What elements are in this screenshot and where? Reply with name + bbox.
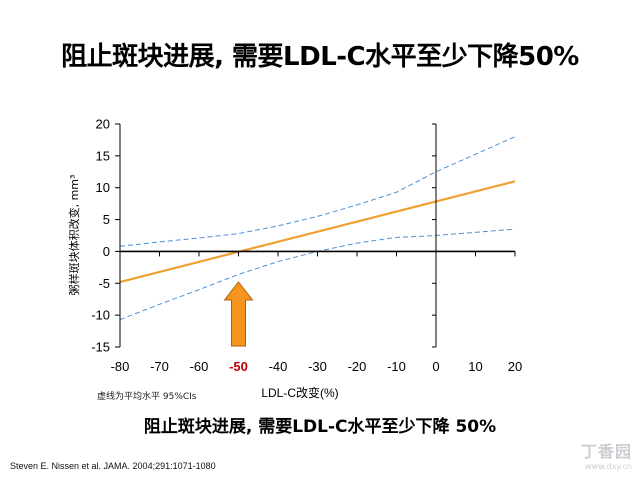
ci-lines xyxy=(119,136,516,321)
highlight-arrow xyxy=(223,281,254,347)
watermark-logo: 丁香园 www.dxy.cn xyxy=(581,438,632,471)
x-tick-label: -60 xyxy=(190,359,209,374)
x-axis-label: LDL-C改变(%) xyxy=(261,385,338,400)
x-tick-label: 20 xyxy=(508,359,522,374)
x-tick-label: 10 xyxy=(468,359,482,374)
lower-ci-line xyxy=(119,228,516,321)
y-tick-label: 0 xyxy=(103,244,110,259)
mean-line xyxy=(119,180,516,284)
y-tick-label: 10 xyxy=(96,180,110,195)
y-tick-label: 20 xyxy=(96,117,110,132)
y-tick-label: -15 xyxy=(91,340,110,355)
y-tick-label: -5 xyxy=(98,276,110,291)
chart: 20 15 10 5 0 -5 -10 -15-80 -70 -60 -50 -40 -30 -20 -10… xyxy=(67,117,522,401)
y-axis-label: 粥样斑块体积改变, mm³ xyxy=(67,175,81,296)
x-tick-label: 0 xyxy=(432,359,439,374)
x-tick-label: -10 xyxy=(387,359,406,374)
y-tick-label: 5 xyxy=(103,212,110,227)
x-tick-label: -80 xyxy=(111,359,130,374)
x-tick-label: -50 xyxy=(229,359,248,374)
x-tick-label: -70 xyxy=(150,359,169,374)
conclusion-text: 阻止斑块进展, 需要LDL-C水平至少下降 50% xyxy=(143,417,497,437)
ci-note: 虚线为平均水平 95%CIs xyxy=(97,392,197,402)
x-tick-label: -30 xyxy=(308,359,327,374)
up-arrow xyxy=(223,281,254,347)
mean-line xyxy=(119,180,516,284)
upper-ci-line xyxy=(119,136,516,247)
slide-title: 阻止斑块进展, 需要LDL-C水平至少下降50% xyxy=(61,42,579,72)
citation: Steven E. Nissen et al. JAMA. 2004;291:1… xyxy=(10,461,216,471)
x-tick-label: -20 xyxy=(348,359,367,374)
y-tick-label: 15 xyxy=(96,148,110,163)
watermark-url: www.dxy.cn xyxy=(585,462,632,471)
watermark-text: 丁香园 xyxy=(580,442,632,461)
axes: 20 15 10 5 0 -5 -10 -15-80 -70 -60 -50 -40 -30 -20 -10… xyxy=(91,117,522,375)
y-tick-label: -10 xyxy=(91,308,110,323)
x-tick-label: -40 xyxy=(269,359,288,374)
